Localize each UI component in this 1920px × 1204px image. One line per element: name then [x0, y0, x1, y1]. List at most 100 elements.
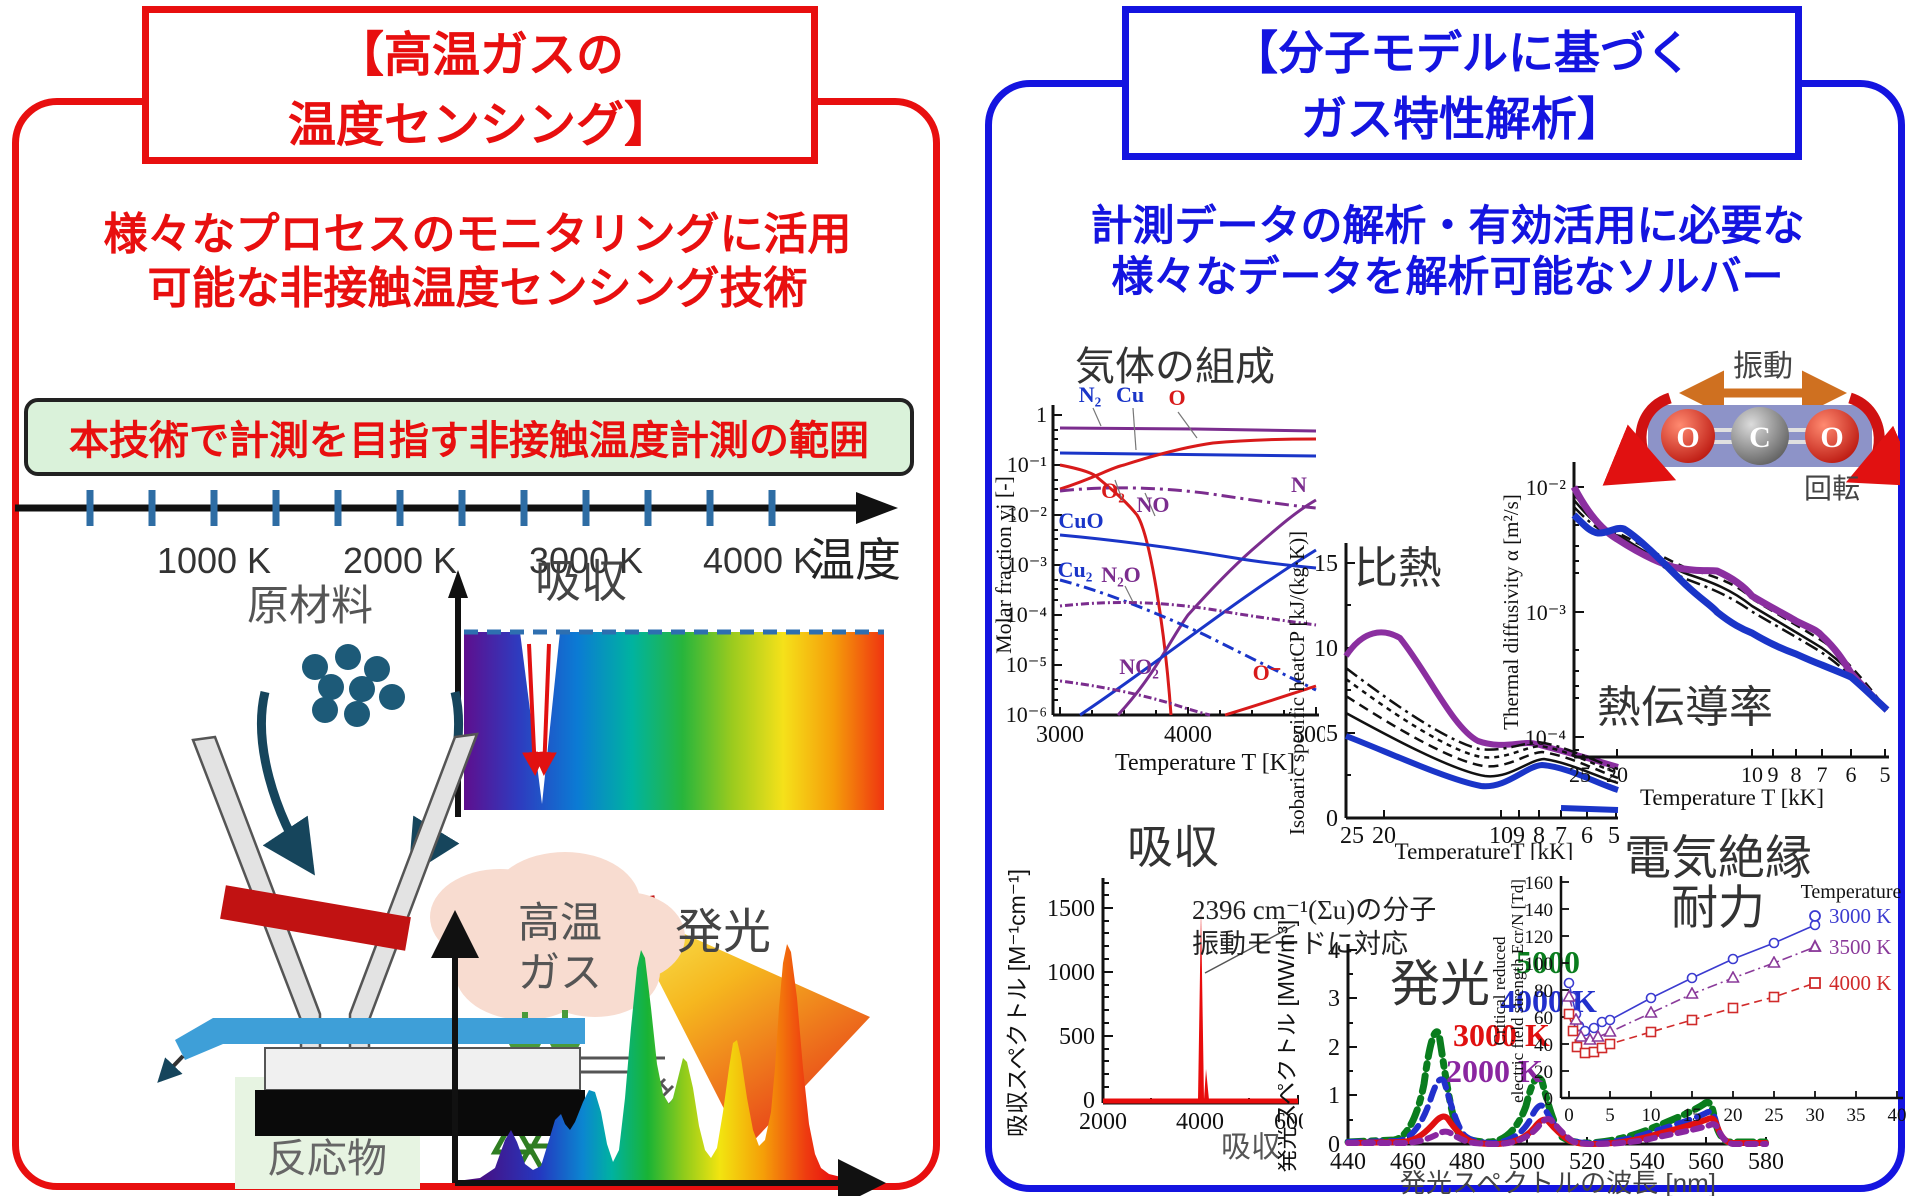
melt-outlet: [175, 1018, 223, 1060]
emi2-ytick-2: 2: [1328, 1035, 1340, 1061]
species-no2: NO₂: [1119, 654, 1159, 679]
ecr-title-line1: 電気絶縁: [1624, 831, 1812, 884]
composition-title: 気体の組成: [1075, 345, 1275, 389]
furnace-base: [255, 1090, 585, 1136]
axis-ticks: [86, 490, 776, 526]
cp-xtick-0: 25: [1340, 823, 1364, 849]
species-cu2: Cu₂: [1058, 557, 1093, 582]
emi2-xtick-1: 460: [1390, 1149, 1426, 1175]
left-title-line2: 温度センシング】: [287, 99, 672, 152]
alpha-xtick-5: 7: [1817, 762, 1828, 787]
species-n: N: [1291, 472, 1307, 497]
ecr-ytick-3: 60: [1534, 1008, 1553, 1029]
emi2-xtick-5: 540: [1629, 1149, 1665, 1175]
left-subtitle-line2: 可能な非接触温度センシング技術: [147, 263, 808, 313]
axis-arrowhead: [856, 492, 898, 524]
electric-insulation-chart: Critical reduced electric field strength…: [1493, 831, 1907, 1126]
ecr-xtick-6: 30: [1806, 1105, 1825, 1126]
tick-1000k: 1000 K: [157, 540, 271, 581]
cp-xtick-6: 6: [1581, 823, 1593, 849]
atom-c-label: C: [1749, 421, 1771, 454]
comp-xtick-2: 5000: [1292, 722, 1325, 748]
thermal-diffusivity-chart: Thermal diffusivity α [m²/s] 10⁻² 10⁻³ 1…: [1502, 462, 1891, 810]
species-n2o: N₂O: [1101, 562, 1141, 587]
right-panel-title-box: 【分子モデルに基づく ガス特性解析】: [1122, 6, 1802, 160]
cp-ytick-3: 15: [1314, 551, 1338, 577]
alpha-ticks: [1574, 486, 1886, 757]
abs2-ytick-3: 1500: [1047, 896, 1095, 922]
cp-xlabel: TemperatureT [kK]: [1395, 839, 1574, 860]
species-cu: Cu: [1116, 382, 1144, 407]
vibration-label: 振動: [1733, 350, 1793, 383]
composition-ylabel: Molar fraction yj [-]: [995, 476, 1016, 654]
comp-xtick-1: 4000: [1164, 722, 1212, 748]
raw-material-label: 原材料: [247, 582, 373, 629]
emi2-ylabel: 発光スペクトル [MW/m³]: [1278, 920, 1299, 1173]
tick-2000k: 2000 K: [343, 540, 457, 581]
comp-ytick-4: 10⁻⁴: [1006, 602, 1048, 627]
ecr-ytick-4: 80: [1534, 981, 1553, 1002]
emission-spectrum-diagram: 発光: [431, 906, 886, 1196]
alpha-ytick-0: 10⁻²: [1526, 475, 1567, 500]
left-title-line1: 【高温ガスの: [335, 29, 624, 82]
cp-xtick-2: 10: [1489, 823, 1513, 849]
right-subtitle-line1: 計測データの解析・有効活用に必要な: [1090, 202, 1805, 249]
species-n2: N₂: [1079, 382, 1102, 407]
cp-label: 比熱: [1354, 544, 1442, 593]
ecr-xtick-4: 20: [1724, 1105, 1743, 1126]
abs2-annotation-leader: [1204, 924, 1296, 974]
cp-ytick-1: 5: [1326, 721, 1338, 747]
ecr-ytick-5: 100: [1525, 954, 1554, 975]
abs2-ylabel: 吸収スペクトル [M⁻¹cm⁻¹]: [1004, 869, 1030, 1137]
emi2-xtick-3: 500: [1509, 1149, 1545, 1175]
vibration-mode-note: 2396 cm⁻¹(Σu)の分子 振動モードに対応: [1192, 894, 1472, 962]
emi2-label: 発光: [1390, 956, 1490, 1012]
abs2-xtick-1: 4000: [1176, 1109, 1224, 1135]
alpha-ylabel: Thermal diffusivity α [m²/s]: [1502, 494, 1523, 730]
ecr-xtick-7: 35: [1847, 1105, 1866, 1126]
specific-heat-chart: Isobaric specific heatCP [kJ/(kg·K)] 0 5…: [1288, 531, 1620, 860]
ecr-ylabel-line2: electric field strength Ecr/N [Td]: [1508, 879, 1527, 1103]
emi2-ytick-4: 4: [1328, 938, 1340, 964]
ecr-xtick-5: 25: [1765, 1105, 1784, 1126]
absorption-spectrum-chart: 吸収 吸収スペクトル [M⁻¹cm⁻¹] 0 500 1000 1500 200…: [1004, 823, 1303, 1163]
emi2-ytick-3: 3: [1328, 986, 1340, 1012]
composition-curves: [1059, 426, 1317, 717]
comp-ytick-1: 10⁻¹: [1007, 452, 1047, 477]
emi2-ytick-0: 0: [1328, 1132, 1340, 1158]
ecr-title-line2: 耐力: [1671, 881, 1765, 934]
notch-arrow-left: [522, 643, 547, 776]
carbon-atom: [1731, 407, 1789, 465]
temperature-axis: 1000 K 2000 K 3000 K 4000 K 温度: [15, 490, 901, 586]
alpha-xtick-4: 8: [1791, 762, 1802, 787]
abs2-xlabel-partial: 吸収: [1221, 1131, 1281, 1163]
ecr-series-3500k: [1569, 947, 1815, 1040]
absorption-label: 吸収: [535, 555, 627, 607]
comp-ytick-3: 10⁻³: [1007, 552, 1048, 577]
outlet-arrow: [157, 1054, 185, 1083]
ecr-xtick-0: 0: [1564, 1105, 1574, 1126]
alpha-xlabel: Temperature T [kK]: [1640, 785, 1824, 810]
alpha-xtick-7: 5: [1880, 762, 1891, 787]
abs2-ytick-1: 500: [1059, 1024, 1095, 1050]
cp-xtick-7: 5: [1608, 823, 1620, 849]
comp-ytick-6: 10⁻⁶: [1006, 702, 1047, 727]
cp-xtick-3: 9: [1513, 823, 1525, 849]
emission-peaks: [457, 944, 865, 1183]
rotation-arrow-right: [1845, 392, 1900, 487]
tick-3000k: 3000 K: [529, 540, 643, 581]
feed-arrow-left: [257, 690, 315, 876]
ecr-series-3000k: [1563, 919, 1821, 1037]
hot-gas-cloud: [430, 852, 685, 1020]
emi2-xtick-2: 480: [1449, 1149, 1485, 1175]
ecr-ylabel-line1: Critical reduced: [1493, 936, 1509, 1046]
species-o: O: [1168, 385, 1185, 410]
ecr-ytick-7: 140: [1525, 900, 1554, 921]
abs2-secondary-peak: [1204, 1069, 1209, 1100]
right-title-line1: 【分子モデルに基づく: [1232, 27, 1692, 79]
light-cone: [620, 905, 870, 1150]
note-line2: 振動モードに対応: [1192, 928, 1408, 959]
atom-o2-label: O: [1820, 421, 1843, 454]
cp-curves: [1343, 629, 1619, 813]
cp-ytick-0: 0: [1326, 806, 1338, 832]
